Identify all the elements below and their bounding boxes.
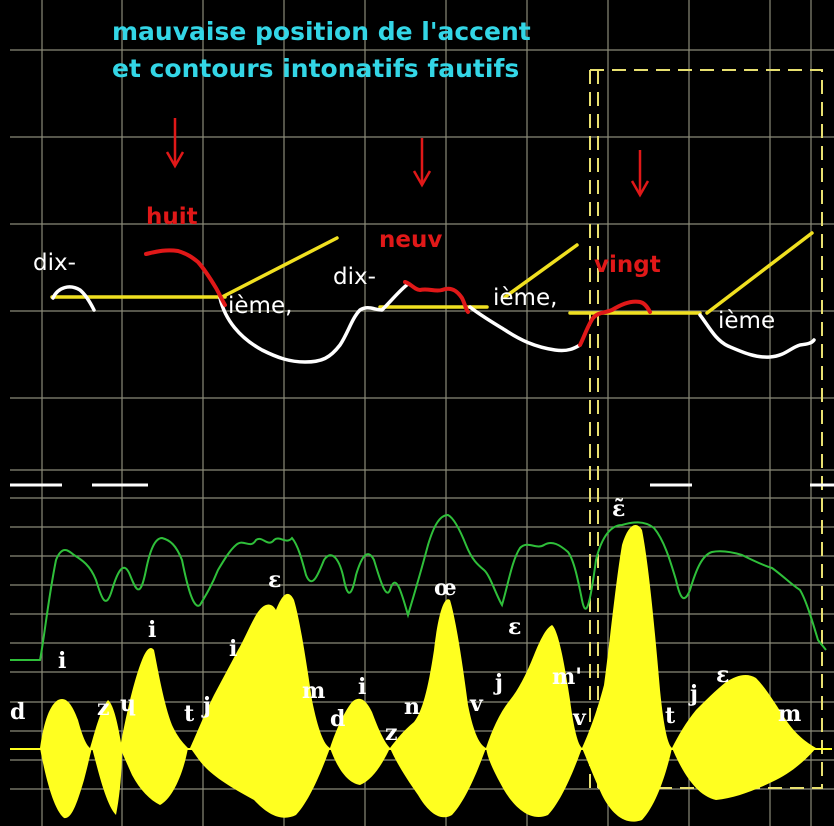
left-margin <box>0 0 10 826</box>
phoneme-label: j <box>688 681 698 707</box>
phoneme-label: v <box>469 691 484 717</box>
phoneme-label: i <box>229 636 237 662</box>
phoneme-label: z <box>97 695 110 721</box>
waveform-segment <box>120 648 188 805</box>
arrow-down-icon <box>165 118 185 169</box>
waveform-segment <box>190 593 330 818</box>
phonetic-labels: d i z ɥ i t j i ɛ m d i z n œ v j ɛ m' v… <box>10 496 801 746</box>
phoneme-label: z <box>385 720 398 746</box>
phoneme-label: i <box>58 648 66 674</box>
word-ieme-2: ième, <box>493 285 557 311</box>
phoneme-label: t <box>665 703 676 729</box>
phoneme-label: m <box>302 678 325 704</box>
word-ieme-1: ième, <box>228 293 292 319</box>
word-huit: huit <box>146 204 198 230</box>
waveform-segment <box>330 698 390 785</box>
waveform-segment <box>40 698 122 748</box>
caption-line-2: et contours intonatifs fautifs <box>112 54 519 83</box>
phoneme-label: d <box>10 699 25 725</box>
waveform-segment <box>390 599 486 818</box>
phoneme-label: ɛ <box>716 662 729 688</box>
arrow-down-icon <box>630 150 650 198</box>
word-dix-1: dix- <box>33 250 76 276</box>
phoneme-label: œ <box>434 575 457 601</box>
phoneme-label: v <box>572 705 587 731</box>
waveform-segment <box>40 748 122 819</box>
phoneme-label: ɛ <box>508 614 521 640</box>
waveform-segment <box>486 625 582 818</box>
word-ieme-3: ième <box>718 308 775 334</box>
phoneme-label: t <box>184 701 195 727</box>
phoneme-label: ɛ <box>268 567 281 593</box>
phoneme-label: ɛ̃ <box>612 496 625 522</box>
waveform <box>10 525 832 822</box>
word-neuv: neuv <box>379 227 442 253</box>
phoneme-label: i <box>148 617 156 643</box>
intensity-curve <box>10 513 827 661</box>
phoneme-label: i <box>358 674 366 700</box>
phoneme-label: m <box>778 701 801 727</box>
word-vingt: vingt <box>594 252 661 278</box>
phoneme-label: ɥ <box>120 691 136 717</box>
waveform-segment <box>582 525 672 822</box>
waveform-segment <box>672 675 816 800</box>
phoneme-label: j <box>493 670 503 696</box>
phoneme-label: j <box>201 693 211 719</box>
stress-arrows <box>165 118 650 198</box>
arrow-down-icon <box>412 138 432 188</box>
word-dix-2: dix- <box>333 264 376 290</box>
learner-contour <box>51 282 816 364</box>
phoneme-label: d <box>330 706 345 732</box>
stress-contour <box>144 248 652 347</box>
model-contour <box>50 231 814 315</box>
phoneme-label: m' <box>552 664 582 690</box>
phoneme-label: n <box>404 694 420 720</box>
caption-line-1: mauvaise position de l'accent <box>112 17 531 46</box>
